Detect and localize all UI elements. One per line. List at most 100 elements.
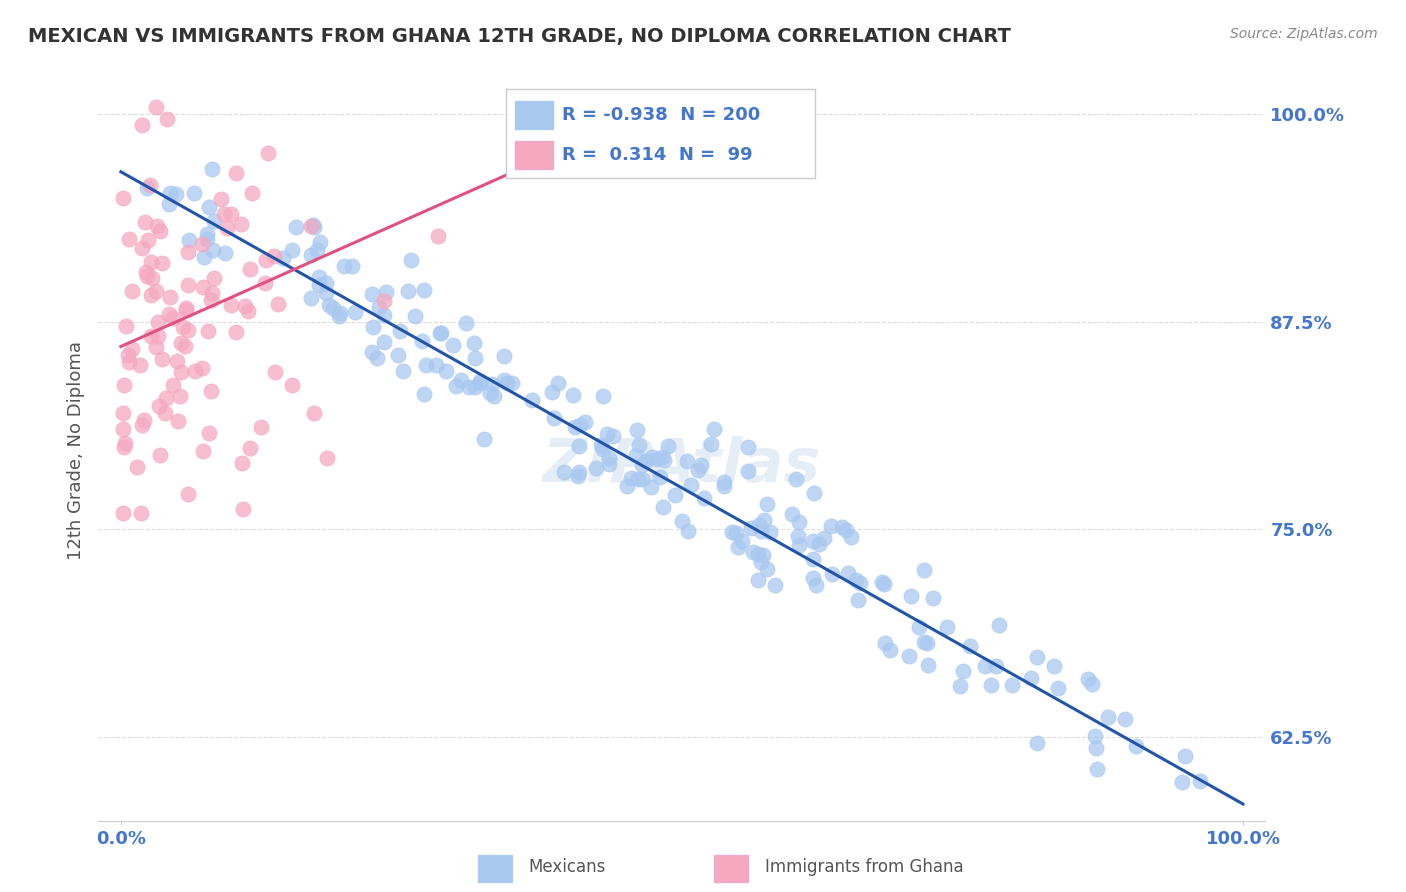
Point [177, 245, 200, 260]
Point [191, 360, 214, 375]
Point [162, 377, 184, 392]
Point [676, 454, 699, 468]
Point [156, 112, 179, 127]
Point [568, 439, 591, 453]
Point [631, 458, 654, 472]
Text: Immigrants from Ghana: Immigrants from Ghana [765, 858, 963, 877]
Point [375, 285, 398, 299]
Point [112, 441, 135, 455]
Point [225, 326, 247, 340]
Point [131, 241, 153, 255]
Point [686, 463, 709, 477]
Point [747, 547, 769, 561]
Point [721, 524, 744, 539]
Point [174, 301, 197, 315]
Point [917, 636, 939, 650]
Point [671, 514, 693, 528]
Point [361, 344, 384, 359]
Point [561, 388, 583, 402]
Text: R =  0.314  N =  99: R = 0.314 N = 99 [562, 146, 752, 164]
Point [157, 307, 180, 321]
Point [219, 207, 242, 221]
Point [758, 524, 780, 539]
Point [201, 286, 224, 301]
Point [308, 277, 330, 292]
Y-axis label: 12th Grade, No Diploma: 12th Grade, No Diploma [66, 341, 84, 560]
Point [343, 305, 366, 319]
Point [693, 491, 716, 505]
Point [456, 316, 478, 330]
Point [482, 389, 505, 403]
Point [650, 470, 672, 484]
Point [446, 379, 468, 393]
Point [749, 555, 772, 569]
Point [839, 530, 862, 544]
Point [191, 443, 214, 458]
Point [522, 393, 544, 408]
Point [172, 319, 194, 334]
Point [481, 376, 503, 391]
Point [807, 537, 830, 551]
Point [959, 639, 981, 653]
Point [190, 236, 212, 251]
Point [328, 306, 350, 320]
Point [987, 618, 1010, 632]
Point [214, 246, 236, 260]
Point [689, 458, 711, 473]
Point [598, 457, 620, 471]
Point [412, 386, 434, 401]
Point [141, 271, 163, 285]
Point [1083, 729, 1105, 743]
Point [150, 351, 173, 366]
Point [118, 232, 141, 246]
Point [146, 328, 169, 343]
Point [145, 100, 167, 114]
Point [631, 472, 654, 486]
Text: Mexicans: Mexicans [529, 858, 606, 877]
Point [328, 310, 350, 324]
Point [1189, 774, 1212, 789]
Point [873, 577, 896, 591]
Point [209, 192, 232, 206]
Point [804, 578, 827, 592]
Point [1001, 678, 1024, 692]
Point [737, 440, 759, 454]
Point [239, 442, 262, 456]
Point [299, 219, 322, 233]
Point [361, 319, 384, 334]
Point [202, 213, 225, 227]
Point [415, 358, 437, 372]
Point [404, 310, 426, 324]
Point [176, 277, 198, 292]
Point [479, 385, 502, 400]
Text: MEXICAN VS IMMIGRANTS FROM GHANA 12TH GRADE, NO DIPLOMA CORRELATION CHART: MEXICAN VS IMMIGRANTS FROM GHANA 12TH GR… [28, 27, 1011, 45]
Point [568, 417, 591, 432]
Point [756, 562, 779, 576]
Point [912, 563, 935, 577]
Point [139, 287, 162, 301]
FancyBboxPatch shape [516, 141, 553, 169]
Point [849, 576, 872, 591]
Point [200, 293, 222, 308]
Point [543, 410, 565, 425]
Point [501, 376, 523, 391]
Point [231, 456, 253, 470]
Point [146, 219, 169, 234]
Point [820, 518, 842, 533]
Point [679, 478, 702, 492]
Point [134, 214, 156, 228]
Point [134, 412, 156, 426]
Point [845, 573, 868, 587]
Point [835, 524, 858, 538]
Point [870, 574, 893, 589]
Point [299, 291, 322, 305]
Point [464, 351, 486, 365]
Point [155, 406, 177, 420]
Point [713, 479, 735, 493]
Point [821, 566, 844, 581]
Point [114, 436, 136, 450]
Point [949, 679, 972, 693]
Point [1097, 710, 1119, 724]
Point [198, 200, 221, 214]
Point [174, 303, 197, 318]
